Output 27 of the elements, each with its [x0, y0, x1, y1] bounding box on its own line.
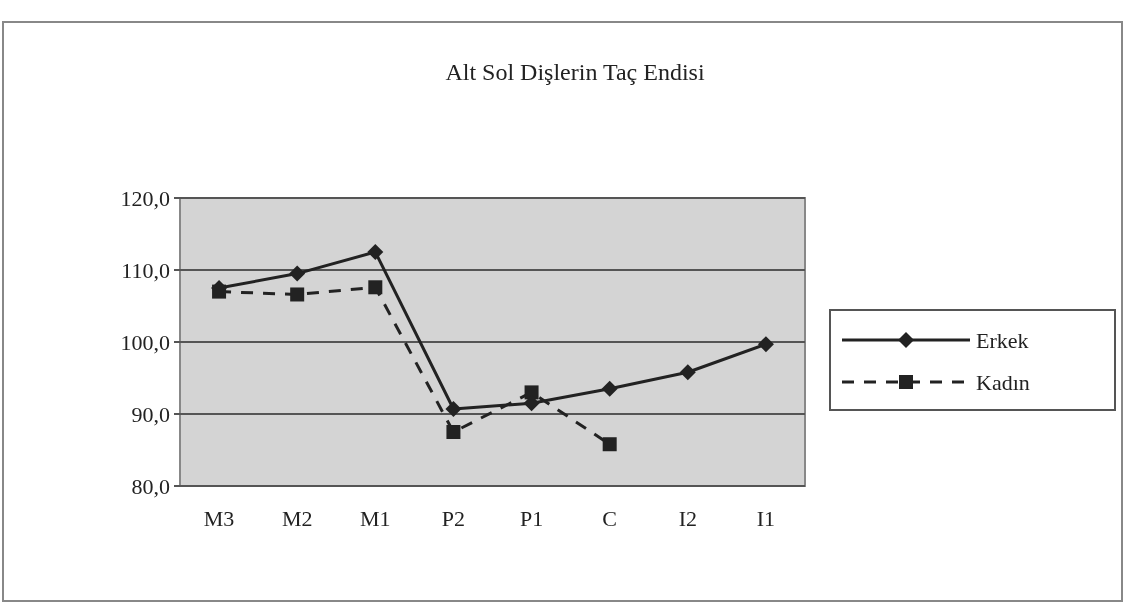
point	[524, 385, 539, 400]
x-tick-label: M1	[360, 506, 391, 531]
point	[445, 400, 462, 417]
point	[289, 265, 306, 282]
point	[368, 280, 383, 295]
x-tick-label: M3	[203, 506, 235, 531]
y-tick-label: 90,0	[131, 401, 170, 427]
y-tick-label: 120,0	[120, 185, 170, 211]
point	[367, 244, 384, 260]
point	[601, 380, 618, 397]
y-tick-label: 80,0	[131, 473, 170, 499]
text: Erkek	[976, 327, 1029, 353]
x-tick-label: I2	[678, 506, 697, 531]
chart-title: Alt Sol Dişlerin Taç Endisi	[445, 59, 705, 85]
text: Kadın	[976, 369, 1030, 395]
point	[679, 364, 696, 381]
x-tick-label: P2	[441, 506, 466, 531]
point	[602, 437, 617, 452]
x-tick-label: C	[602, 506, 618, 531]
x-tick-label: I1	[756, 506, 776, 531]
point	[757, 336, 774, 353]
y-tick-label: 110,0	[121, 257, 170, 283]
x-tick-label: M2	[281, 506, 313, 531]
y-tick-label: 100,0	[120, 329, 170, 355]
point	[446, 425, 461, 439]
point	[290, 287, 305, 302]
x-tick-label: P1	[519, 506, 544, 531]
